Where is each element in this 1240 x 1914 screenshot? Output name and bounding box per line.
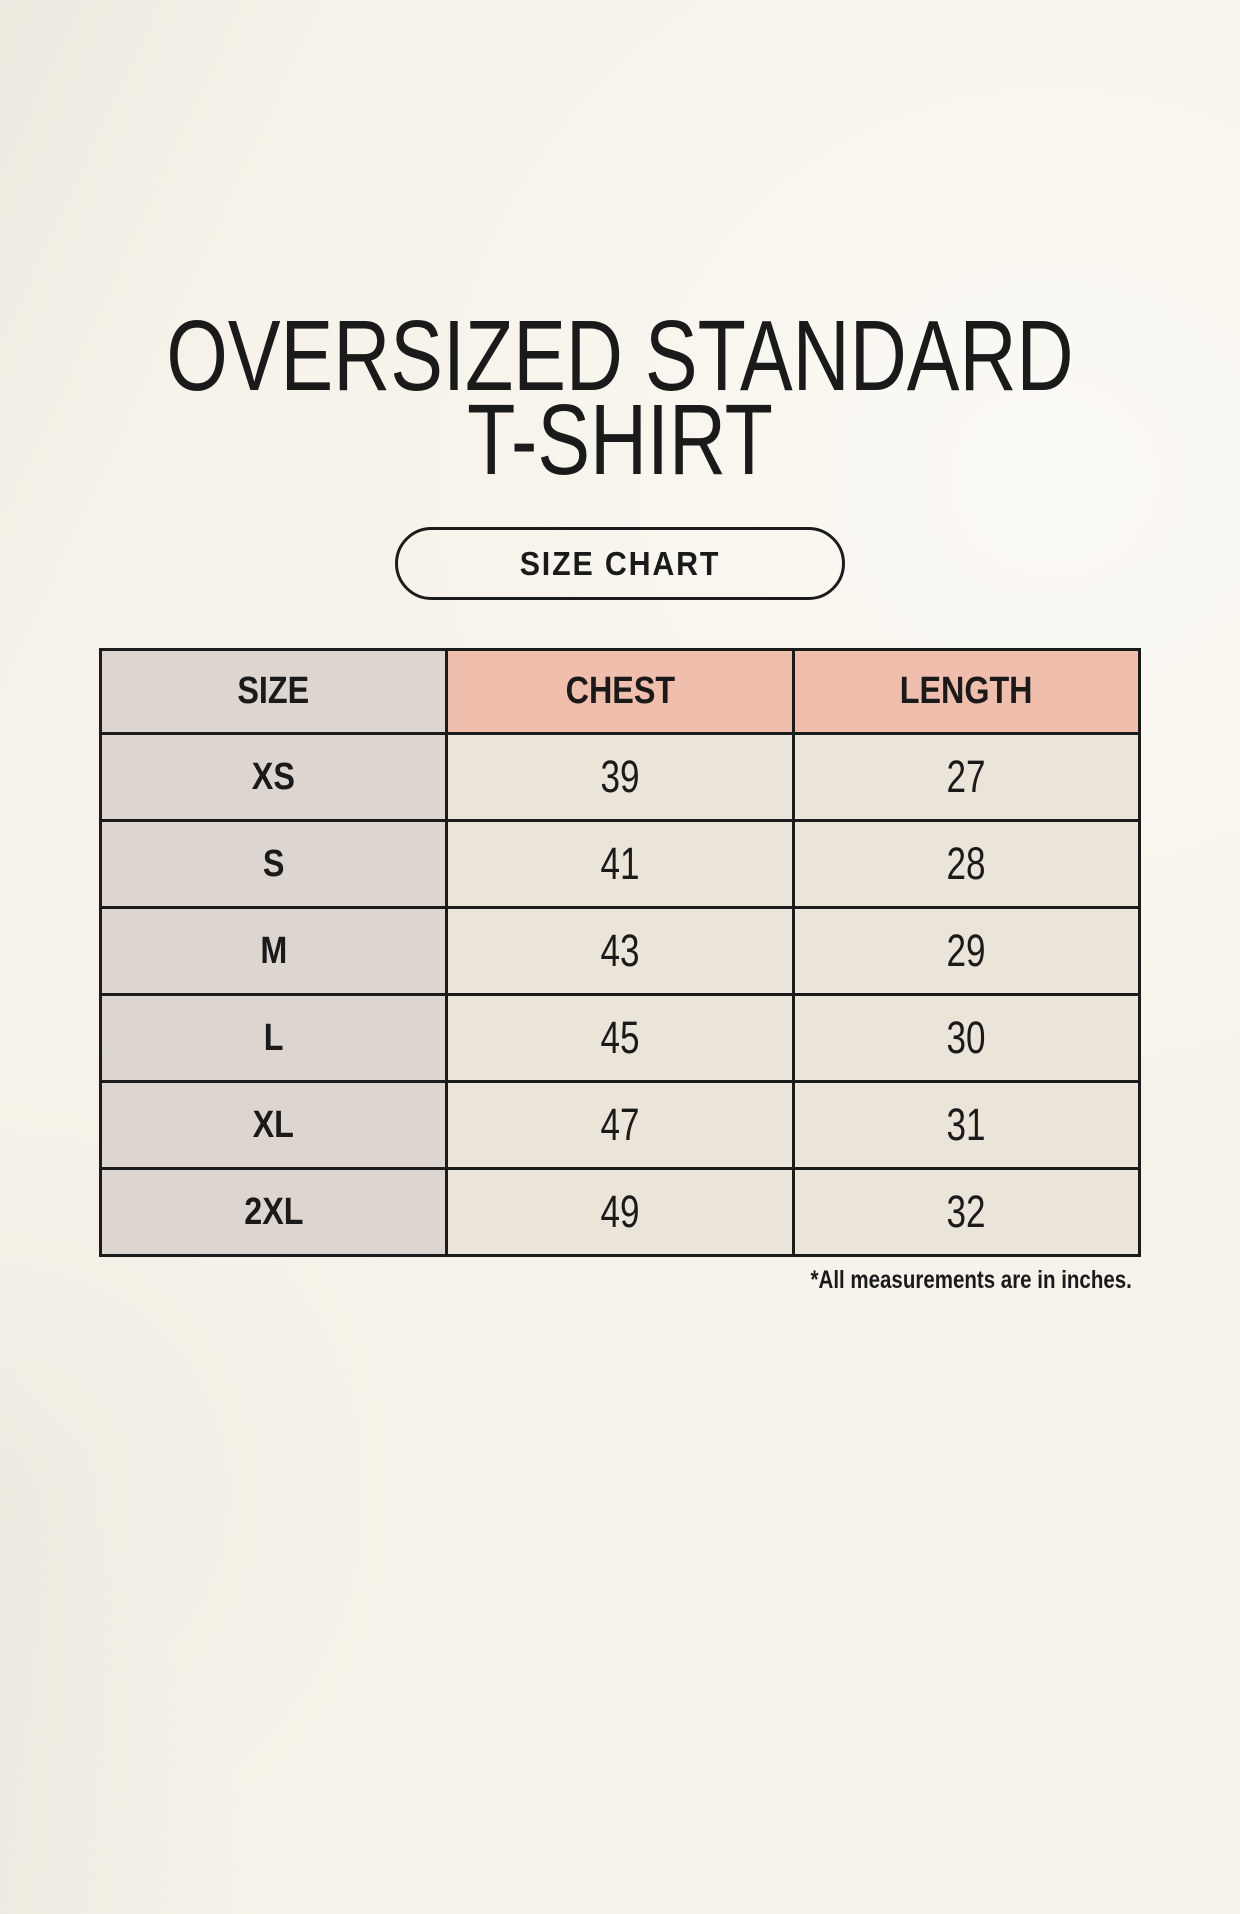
column-header-length-label: LENGTH (899, 670, 1033, 712)
length-cell: 30 (791, 993, 1142, 1083)
chest-value: 43 (600, 925, 640, 976)
length-value: 32 (946, 1186, 986, 1237)
length-value: 30 (946, 1012, 986, 1063)
length-value: 27 (946, 751, 986, 802)
length-cell: 27 (791, 732, 1142, 822)
page-title: OVERSIZED STANDARD T-SHIRT (0, 300, 1240, 496)
size-cell: S (98, 819, 449, 909)
chest-cell: 49 (445, 1167, 795, 1257)
length-value: 31 (946, 1099, 986, 1150)
size-cell: 2XL (98, 1167, 449, 1257)
size-label: XL (253, 1103, 295, 1146)
size-cell: XS (98, 732, 449, 822)
size-chart-button-label: SIZE CHART (519, 544, 721, 582)
table-row-s: S 41 28 (98, 819, 1142, 909)
size-label: S (262, 842, 285, 885)
column-header-size-label: SIZE (237, 670, 310, 712)
chest-cell: 41 (445, 819, 795, 909)
length-cell: 28 (791, 819, 1142, 909)
table-row-m: M 43 29 (98, 906, 1142, 996)
table-row-2xl: 2XL 49 32 (98, 1167, 1142, 1257)
chest-value: 39 (600, 751, 640, 802)
column-header-size: SIZE (98, 648, 449, 735)
table-row-xs: XS 39 27 (98, 732, 1142, 822)
chest-value: 49 (600, 1186, 640, 1237)
size-chart-table: SIZE CHEST LENGTH XS 39 27 S 41 28 M 43 … (98, 648, 1142, 1257)
table-row-xl: XL 47 31 (98, 1080, 1142, 1170)
size-cell: XL (98, 1080, 449, 1170)
chest-value: 41 (600, 838, 640, 889)
length-cell: 31 (791, 1080, 1142, 1170)
table-header-row: SIZE CHEST LENGTH (98, 648, 1142, 735)
column-header-chest: CHEST (445, 648, 795, 735)
measurements-footnote-text: *All measurements are in inches. (810, 1266, 1132, 1294)
size-chart-page: OVERSIZED STANDARD T-SHIRT SIZE CHART SI… (0, 300, 1240, 1914)
size-label: M (260, 929, 288, 972)
chest-cell: 47 (445, 1080, 795, 1170)
column-header-chest-label: CHEST (565, 670, 675, 712)
measurements-footnote: *All measurements are in inches. (99, 1265, 1141, 1295)
chest-cell: 45 (445, 993, 795, 1083)
size-cell: L (98, 993, 449, 1083)
size-label: L (263, 1016, 284, 1059)
column-header-length: LENGTH (791, 648, 1142, 735)
length-value: 28 (946, 838, 986, 889)
table-row-l: L 45 30 (98, 993, 1142, 1083)
size-cell: M (98, 906, 449, 996)
chest-cell: 43 (445, 906, 795, 996)
size-label: XS (252, 755, 296, 798)
chest-value: 47 (600, 1099, 640, 1150)
page-title-line-2: T-SHIRT (467, 384, 773, 496)
chest-value: 45 (600, 1012, 640, 1063)
chest-cell: 39 (445, 732, 795, 822)
length-value: 29 (946, 925, 986, 976)
length-cell: 32 (791, 1167, 1142, 1257)
size-label: 2XL (244, 1190, 304, 1233)
page-title-line-1: OVERSIZED STANDARD (166, 300, 1074, 412)
size-chart-button[interactable]: SIZE CHART (395, 527, 845, 600)
length-cell: 29 (791, 906, 1142, 996)
